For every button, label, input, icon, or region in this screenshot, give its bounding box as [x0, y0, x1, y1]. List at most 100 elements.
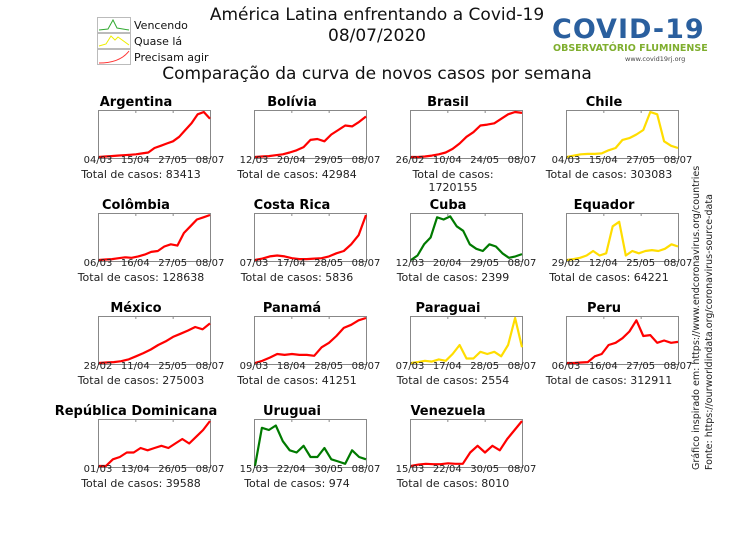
x-ticks: 28/02 11/04 25/05 08/07 — [80, 361, 230, 373]
tick-label: 28/05 — [314, 258, 344, 269]
panel-title: República Dominicana — [54, 404, 218, 419]
panel-11: Peru 06/03 16/04 27/05 08/07 Total de casos: … — [546, 301, 698, 401]
x-ticks: 15/03 22/04 30/05 08/07 — [236, 464, 386, 476]
panel-title: Venezuela — [410, 404, 486, 419]
plot-frame — [254, 316, 367, 365]
panel-title: Chile — [585, 95, 623, 110]
plot-frame — [98, 316, 211, 365]
panel-plot — [98, 213, 211, 262]
tick-label: 27/05 — [158, 155, 188, 166]
total-cases: Total de casos: 974 — [244, 477, 350, 490]
tick-label: 26/02 — [395, 155, 425, 166]
legend-item-precisam-agir: Precisam agir — [97, 49, 209, 65]
x-ticks: 26/02 10/04 24/05 08/07 — [392, 155, 542, 167]
panel-8: México 28/02 11/04 25/05 08/07 Total de casos… — [78, 301, 230, 401]
panel-plot — [254, 419, 367, 468]
tick-label: 16/04 — [120, 258, 150, 269]
tick-label: 12/03 — [395, 258, 425, 269]
total-cases: Total de casos: 83413 — [81, 168, 201, 181]
tick-label: 27/05 — [626, 155, 656, 166]
x-ticks: 07/03 17/04 28/05 08/07 — [392, 361, 542, 373]
tick-label: 08/07 — [195, 361, 225, 372]
tick-label: 04/03 — [83, 155, 113, 166]
tick-label: 18/04 — [276, 361, 306, 372]
series-line — [411, 110, 523, 159]
logo: COVID-19 — [552, 14, 705, 45]
tick-label: 08/07 — [195, 155, 225, 166]
tick-label: 15/04 — [120, 155, 150, 166]
panel-7: Equador 29/02 12/04 25/05 08/07 Total de caso… — [548, 198, 698, 298]
tick-label: 16/04 — [588, 361, 618, 372]
tick-label: 30/05 — [470, 464, 500, 475]
panel-title: Cuba — [429, 198, 467, 213]
total-cases: Total de casos: 39588 — [81, 477, 201, 490]
panel-0: Argentina 04/03 15/04 27/05 08/07 Total de ca… — [80, 95, 230, 195]
tick-label: 22/04 — [432, 464, 462, 475]
subtitle: Comparação da curva de novos casos por s… — [162, 64, 592, 84]
tick-label: 06/03 — [551, 361, 581, 372]
tick-label: 08/07 — [195, 464, 225, 475]
series-line — [566, 220, 679, 262]
tick-label: 30/05 — [314, 464, 344, 475]
tick-label: 15/04 — [588, 155, 618, 166]
series-line — [410, 316, 524, 365]
legend-yellow-curve-icon — [97, 33, 131, 49]
panel-title: Argentina — [99, 95, 173, 110]
plot-frame — [254, 419, 367, 468]
total-cases: Total de casos: 303083 — [545, 168, 673, 181]
tick-label: 08/07 — [351, 155, 381, 166]
total-cases: Total de casos: 5836 — [240, 271, 354, 284]
series-line — [98, 322, 211, 365]
tick-label: 08/07 — [663, 155, 693, 166]
tick-label: 13/04 — [120, 464, 150, 475]
date: 08/07/2020 — [328, 26, 426, 46]
tick-label: 08/07 — [507, 155, 537, 166]
legend-red-curve-icon — [97, 49, 131, 65]
series-line — [99, 420, 211, 468]
panel-plot — [566, 110, 679, 159]
tick-label: 01/03 — [83, 464, 113, 475]
panel-5: Costa Rica 07/03 17/04 28/05 08/07 Total de c… — [236, 198, 386, 298]
series-line — [254, 214, 368, 262]
plot-frame — [410, 316, 523, 365]
main-title: América Latina enfrentando a Covid-19 — [209, 5, 545, 25]
panel-12: República Dominicana 01/03 13/04 26/05 08/07… — [55, 404, 230, 504]
total-cases: Total de casos: 128638 — [77, 271, 205, 284]
tick-label: 06/03 — [83, 258, 113, 269]
total-cases: Total de casos: 41251 — [237, 374, 357, 387]
series-line — [567, 319, 679, 365]
panel-title: Uruguai — [262, 404, 321, 419]
total-cases: Total de casos: 275003 — [77, 374, 205, 387]
x-ticks: 29/02 12/04 25/05 08/07 — [548, 258, 698, 270]
tick-label: 29/02 — [551, 258, 581, 269]
panel-title: Bolívia — [267, 95, 317, 110]
plot-frame — [410, 213, 523, 262]
total-cases: Total de casos: 2399 — [396, 271, 510, 284]
series-line — [98, 213, 211, 262]
tick-label: 08/07 — [195, 258, 225, 269]
panel-plot — [410, 316, 524, 365]
x-ticks: 01/03 13/04 26/05 08/07 — [80, 464, 230, 476]
tick-label: 15/03 — [239, 464, 269, 475]
panel-3: Chile 04/03 15/04 27/05 08/07 Total de casos:… — [546, 95, 698, 195]
panel-plot — [98, 110, 211, 159]
total-cases: Total de casos: 8010 — [396, 477, 510, 490]
x-ticks: 12/03 20/04 29/05 08/07 — [236, 155, 386, 167]
panel-6: Cuba 12/03 20/04 29/05 08/07 Total de casos: … — [392, 198, 542, 298]
tick-label: 08/07 — [663, 361, 693, 372]
series-line — [410, 420, 523, 468]
logo-url: www.covid19rj.org — [625, 55, 686, 63]
panel-plot — [254, 110, 367, 159]
panel-2: Brasil 26/02 10/04 24/05 08/07 Total de casos… — [392, 95, 542, 195]
tick-label: 25/05 — [626, 258, 656, 269]
panel-plot — [410, 110, 523, 159]
panel-14: Venezuela 15/03 22/04 30/05 08/07 Total de ca… — [392, 404, 542, 504]
panel-plot — [98, 316, 211, 365]
tick-label: 07/03 — [395, 361, 425, 372]
panel-title: Panamá — [262, 301, 322, 316]
series-line — [254, 115, 367, 159]
tick-label: 08/07 — [351, 464, 381, 475]
tick-label: 08/07 — [507, 464, 537, 475]
plot-frame — [254, 110, 367, 159]
